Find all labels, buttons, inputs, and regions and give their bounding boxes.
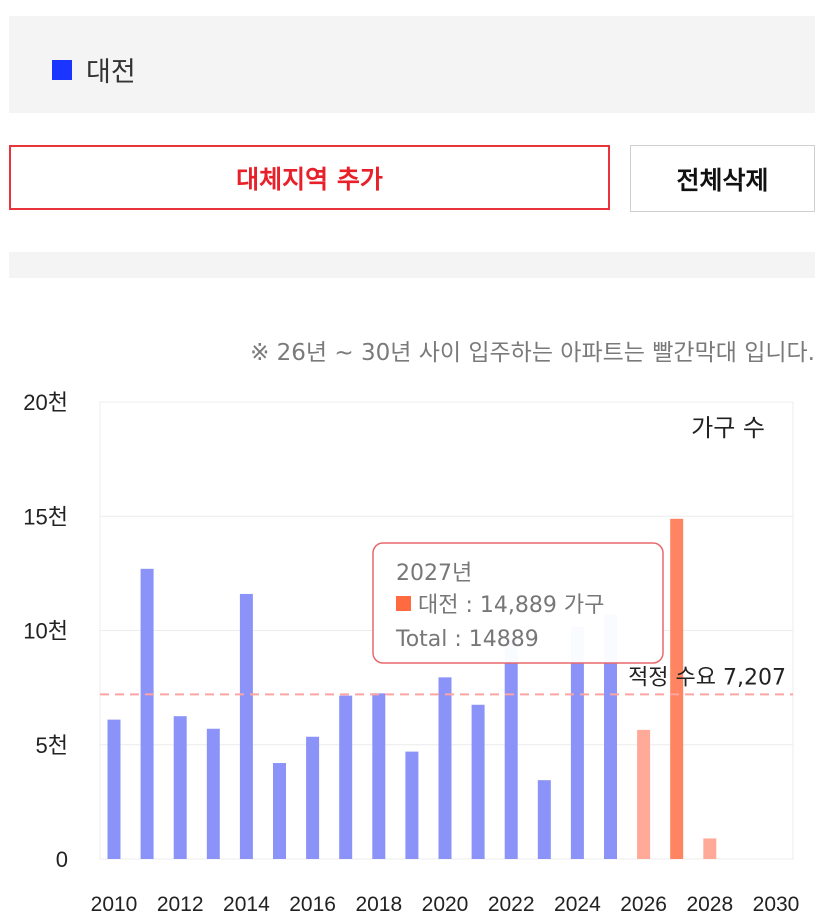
x-tick-label: 2018 (355, 893, 402, 916)
x-tick-label: 2030 (753, 893, 800, 916)
bar-2015[interactable] (273, 763, 286, 859)
bar-2016[interactable] (306, 736, 320, 859)
delete-all-button[interactable]: 전체삭제 (630, 145, 815, 212)
region-color-swatch (52, 59, 72, 80)
x-tick-label: 2020 (422, 893, 469, 916)
tooltip-series-marker (396, 596, 411, 611)
add-alternative-region-button[interactable]: 대체지역 추가 (9, 145, 610, 210)
bar-2019[interactable] (405, 751, 419, 859)
y-tick-label: 15천 (23, 504, 68, 529)
bar-2012[interactable] (173, 716, 187, 859)
x-tick-label: 2026 (620, 893, 667, 916)
bar-2022[interactable] (504, 639, 518, 859)
bar-2014[interactable] (239, 593, 253, 859)
selected-region-panel (9, 16, 815, 113)
bar-2028[interactable] (703, 838, 717, 859)
bar-2021[interactable] (471, 704, 485, 859)
x-tick-label: 2022 (488, 893, 535, 916)
bar-2017[interactable] (339, 695, 353, 859)
reference-line-label: 적정 수요 7,207 (628, 665, 786, 690)
divider-panel (9, 252, 815, 278)
x-tick-label: 2024 (554, 893, 601, 916)
bar-2027[interactable] (670, 518, 684, 859)
y-tick-label: 0 (56, 847, 68, 872)
bar-2010[interactable] (107, 719, 121, 859)
tooltip-series-value: 대전 : 14,889 가구 (418, 593, 604, 618)
x-tick-label: 2014 (223, 893, 270, 916)
x-tick-label: 2016 (289, 893, 336, 916)
region-tag[interactable]: 대전 (52, 50, 136, 89)
x-tick-label: 2012 (157, 893, 204, 916)
bar-2023[interactable] (537, 780, 551, 859)
bar-2026[interactable] (637, 729, 651, 859)
bar-2024[interactable] (570, 627, 584, 859)
bar-2025[interactable] (604, 614, 617, 859)
bar-2020[interactable] (438, 677, 452, 859)
supply-bar-chart: 적정 수요 7,207 0 5천 10천 15천 20천 2010 2012 2014 2016… (23, 390, 800, 916)
bar-2018[interactable] (372, 693, 386, 859)
legend-label: 가구 수 (691, 414, 765, 442)
tooltip-title: 2027년 (396, 561, 472, 586)
chart-note: ※ 26년 ~ 30년 사이 입주하는 아파트는 빨간막대 입니다. (250, 340, 815, 366)
bar-2011[interactable] (140, 568, 154, 859)
y-tick-label: 5천 (36, 733, 68, 758)
x-tick-label: 2028 (686, 893, 733, 916)
tooltip-box (372, 542, 664, 664)
x-tick-label: 2010 (91, 893, 138, 916)
bar-2013[interactable] (206, 728, 220, 859)
region-name: 대전 (86, 57, 136, 88)
tooltip-total: Total : 14889 (395, 627, 539, 652)
y-tick-label: 20천 (23, 390, 68, 415)
y-tick-label: 10천 (23, 619, 68, 644)
